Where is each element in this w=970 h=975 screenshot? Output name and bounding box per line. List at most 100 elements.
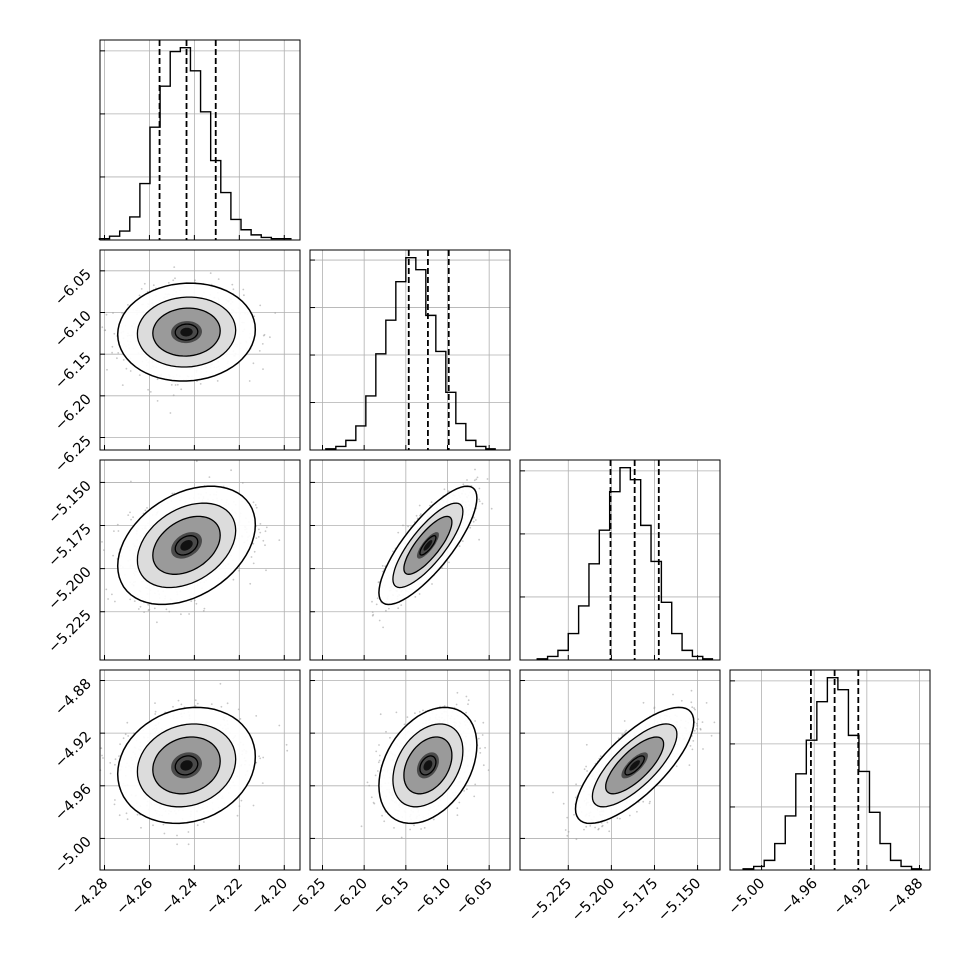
scatter-point bbox=[174, 277, 176, 279]
scatter-point bbox=[286, 744, 288, 746]
scatter-point bbox=[469, 527, 471, 529]
scatter-point bbox=[466, 479, 468, 481]
scatter-point bbox=[233, 288, 235, 290]
scatter-point bbox=[416, 515, 418, 517]
scatter-point bbox=[146, 507, 148, 509]
scatter-point bbox=[121, 312, 123, 314]
scatter-point bbox=[113, 333, 115, 335]
scatter-point bbox=[170, 412, 172, 414]
contour-panel-3-0: −5.00−4.96−4.92−4.88−4.28−4.26−4.24−4.22… bbox=[52, 670, 300, 918]
scatter-point bbox=[194, 600, 196, 602]
scatter-point bbox=[196, 603, 198, 605]
scatter-point bbox=[195, 705, 197, 707]
scatter-point bbox=[176, 843, 178, 845]
scatter-point bbox=[371, 601, 373, 603]
scatter-point bbox=[376, 604, 378, 606]
scatter-point bbox=[168, 282, 170, 284]
scatter-point bbox=[274, 312, 276, 314]
histogram-panel-0 bbox=[99, 40, 300, 240]
scatter-point bbox=[262, 368, 264, 370]
scatter-point bbox=[378, 581, 380, 583]
histogram-step-line bbox=[537, 468, 713, 660]
scatter-point bbox=[242, 289, 244, 291]
scatter-point bbox=[242, 482, 244, 484]
scatter-point bbox=[106, 369, 108, 371]
scatter-point bbox=[241, 800, 243, 802]
scatter-point bbox=[150, 391, 152, 393]
scatter-point bbox=[103, 549, 105, 551]
scatter-point bbox=[372, 611, 374, 613]
scatter-point bbox=[140, 606, 142, 608]
scatter-point bbox=[377, 597, 379, 599]
scatter-point bbox=[260, 523, 262, 525]
scatter-point bbox=[130, 481, 132, 483]
scatter-point bbox=[255, 715, 257, 717]
scatter-point bbox=[147, 604, 149, 606]
scatter-point bbox=[379, 620, 381, 622]
scatter-point bbox=[204, 608, 206, 610]
scatter-point bbox=[479, 500, 481, 502]
scatter-point bbox=[178, 700, 180, 702]
scatter-point bbox=[265, 569, 267, 571]
scatter-point bbox=[102, 757, 104, 759]
scatter-point bbox=[129, 512, 131, 514]
scatter-point bbox=[382, 565, 384, 567]
scatter-point bbox=[477, 477, 479, 479]
scatter-point bbox=[233, 579, 235, 581]
scatter-point bbox=[127, 304, 129, 306]
scatter-point bbox=[126, 368, 128, 370]
scatter-point bbox=[474, 469, 476, 471]
scatter-point bbox=[474, 479, 476, 481]
scatter-point bbox=[177, 384, 179, 386]
scatter-point bbox=[448, 562, 450, 564]
scatter-point bbox=[181, 704, 183, 706]
scatter-point bbox=[172, 279, 174, 281]
scatter-point bbox=[115, 758, 117, 760]
scatter-point bbox=[400, 604, 402, 606]
panel-frame bbox=[310, 250, 510, 450]
scatter-point bbox=[265, 530, 267, 532]
scatter-point bbox=[217, 380, 219, 382]
scatter-point bbox=[218, 278, 220, 280]
y-tick-label: −5.225 bbox=[46, 607, 95, 656]
scatter-point bbox=[180, 613, 182, 615]
histogram-step-line bbox=[99, 48, 291, 240]
y-tick-label: −6.25 bbox=[52, 433, 95, 476]
scatter-point bbox=[141, 288, 143, 290]
scatter-point bbox=[126, 722, 128, 724]
scatter-point bbox=[130, 370, 132, 372]
scatter-point bbox=[237, 815, 239, 817]
scatter-point bbox=[197, 824, 199, 826]
scatter-point bbox=[157, 378, 159, 380]
scatter-point bbox=[147, 389, 149, 391]
scatter-point bbox=[478, 539, 480, 541]
y-tick-label: −6.20 bbox=[52, 391, 95, 434]
scatter-point bbox=[278, 539, 280, 541]
scatter-point bbox=[203, 610, 205, 612]
scatter-point bbox=[173, 394, 175, 396]
scatter-point bbox=[256, 507, 258, 509]
scatter-point bbox=[127, 818, 129, 820]
scatter-point bbox=[397, 532, 399, 534]
scatter-point bbox=[194, 279, 196, 281]
scatter-point bbox=[119, 814, 121, 816]
scatter-point bbox=[262, 343, 264, 345]
scatter-point bbox=[487, 478, 489, 480]
scatter-point bbox=[129, 599, 131, 601]
y-tick-label: −6.10 bbox=[52, 308, 95, 351]
scatter-point bbox=[397, 607, 399, 609]
scatter-point bbox=[127, 735, 129, 737]
scatter-point bbox=[175, 384, 177, 386]
scatter-point bbox=[372, 615, 374, 617]
scatter-point bbox=[101, 326, 103, 328]
y-tick-label: −6.05 bbox=[52, 266, 95, 309]
scatter-point bbox=[116, 357, 118, 359]
scatter-point bbox=[200, 383, 202, 385]
scatter-point bbox=[188, 613, 190, 615]
scatter-point bbox=[243, 294, 245, 296]
scatter-point bbox=[429, 505, 431, 507]
scatter-point bbox=[139, 295, 141, 297]
scatter-point bbox=[431, 501, 433, 503]
scatter-point bbox=[188, 843, 190, 845]
